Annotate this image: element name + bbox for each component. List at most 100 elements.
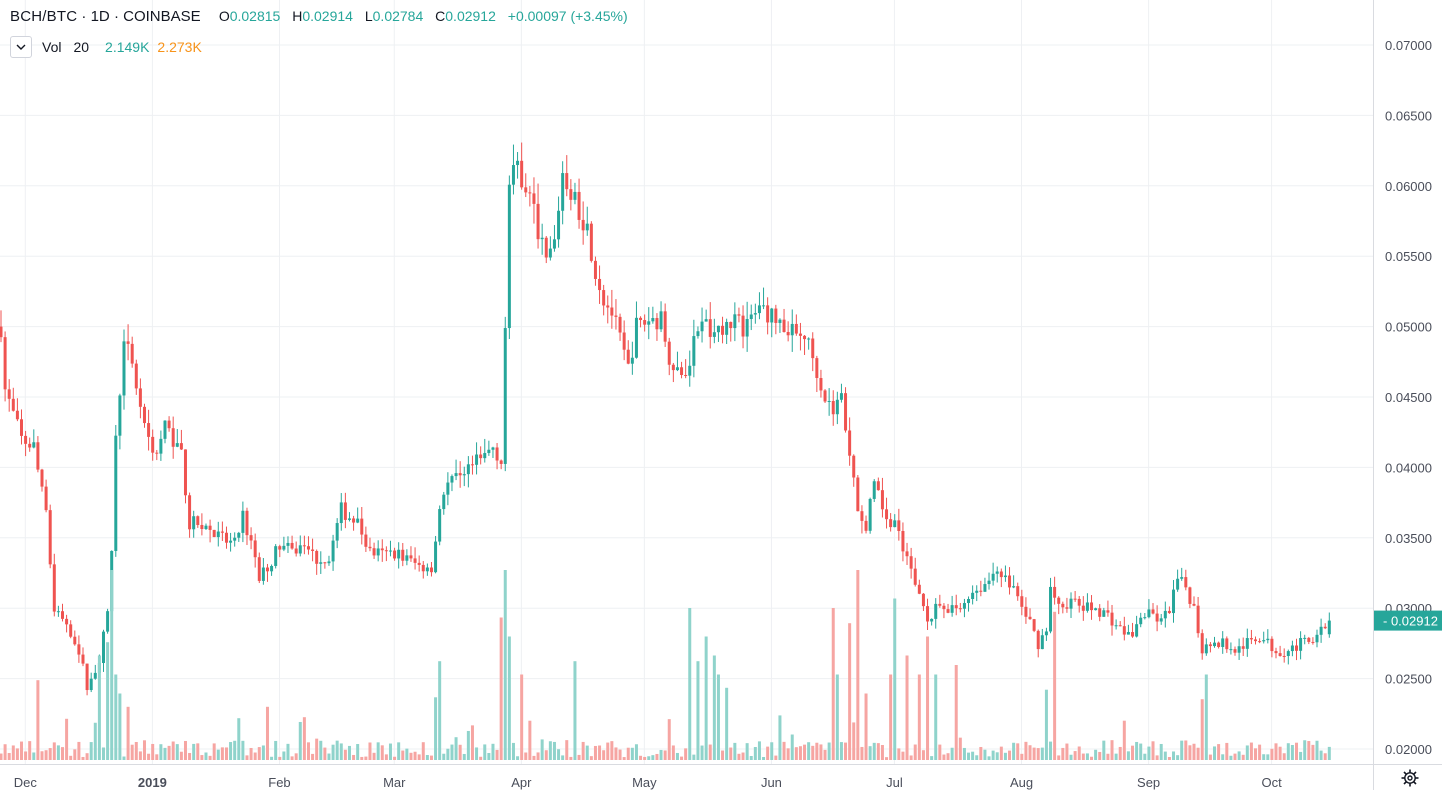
volume-bar	[110, 570, 114, 760]
volume-indicator-name[interactable]: Vol	[42, 39, 62, 55]
volume-bar	[294, 753, 298, 760]
candle-body	[409, 555, 413, 559]
volume-bar	[639, 755, 643, 760]
candle-body	[147, 423, 151, 437]
volume-bar	[749, 755, 753, 760]
volume-bar	[839, 742, 843, 760]
volume-bar	[204, 752, 208, 760]
chart-settings-button[interactable]	[1400, 768, 1420, 788]
volume-bar	[618, 749, 622, 760]
volume-bar	[44, 750, 48, 760]
candle-body	[913, 568, 917, 585]
candle-body	[372, 548, 376, 556]
candle-body	[118, 395, 122, 436]
symbol-name[interactable]: BCH/BTC	[10, 8, 78, 25]
volume-bar	[196, 743, 200, 760]
volume-bar	[856, 570, 860, 760]
volume-bar	[630, 747, 634, 760]
candle-body	[794, 323, 798, 334]
time-tick-label: Sep	[1137, 775, 1160, 790]
volume-bar	[142, 740, 146, 760]
volume-bar	[634, 744, 638, 760]
interval-label[interactable]: 1D	[90, 8, 110, 25]
volume-bar	[913, 744, 917, 760]
candle-body	[909, 556, 913, 569]
candle-body	[1290, 645, 1294, 652]
volume-bar	[101, 747, 105, 760]
volume-bar	[1069, 754, 1073, 760]
candle-body	[401, 549, 405, 561]
candle-body	[606, 305, 610, 308]
candle-body	[540, 237, 544, 240]
volume-bar	[56, 745, 60, 760]
price-tick-label: 0.02000	[1385, 742, 1432, 757]
candle-body	[930, 618, 934, 622]
volume-bar	[995, 752, 999, 760]
candle-body	[1032, 619, 1036, 631]
volume-bar	[1249, 742, 1253, 760]
volume-bar	[1274, 743, 1278, 760]
volume-bar	[442, 753, 446, 760]
volume-bar	[73, 749, 77, 760]
volume-bar	[561, 755, 565, 760]
volume-bar	[1323, 753, 1327, 760]
candle-body	[1151, 609, 1155, 614]
candle-body	[708, 319, 712, 337]
volume-bar	[0, 753, 3, 760]
time-tick-label: Mar	[383, 775, 406, 790]
candle-body	[1278, 653, 1282, 656]
candle-body	[1036, 630, 1040, 650]
candle-body	[1315, 634, 1319, 643]
candle-body	[774, 308, 778, 323]
candle-body	[1090, 602, 1094, 611]
candle-body	[741, 315, 745, 337]
candle-body	[1028, 616, 1032, 620]
volume-bar	[827, 742, 831, 760]
candle-body	[1208, 644, 1212, 647]
candle-body	[848, 430, 852, 456]
candle-body	[659, 311, 663, 330]
candle-body	[700, 321, 704, 332]
candle-body	[1098, 608, 1102, 617]
candle-body	[536, 203, 540, 240]
collapse-legend-button[interactable]	[10, 36, 32, 58]
volume-bar	[770, 742, 774, 760]
candle-body	[942, 605, 946, 610]
candle-body	[905, 551, 909, 557]
volume-bar	[1237, 751, 1241, 760]
volume-bar	[257, 747, 261, 760]
price-tick-label: 0.06500	[1385, 108, 1432, 123]
candle-body	[40, 469, 44, 487]
volume-bar	[1303, 740, 1307, 760]
candle-body	[466, 464, 470, 475]
volume-bar	[360, 756, 364, 760]
volume-bar	[934, 674, 938, 760]
volume-bar	[762, 756, 766, 760]
candle-body	[233, 537, 237, 541]
candle-body	[807, 338, 811, 340]
candle-body	[757, 305, 761, 314]
volume-bar	[983, 749, 987, 760]
volume-bar	[319, 740, 323, 760]
volume-bar	[688, 608, 692, 760]
candle-body	[565, 173, 569, 190]
volume-bar	[741, 752, 745, 760]
candle-body	[380, 548, 384, 551]
volume-bar	[171, 741, 175, 760]
volume-bar	[991, 750, 995, 760]
volume-bar	[565, 740, 569, 760]
candle-body	[24, 435, 28, 444]
volume-bar	[1184, 740, 1188, 760]
candle-body	[479, 454, 483, 459]
volume-bar	[11, 745, 15, 760]
volume-bar	[15, 748, 19, 760]
volume-bar	[438, 661, 442, 760]
time-tick-label: May	[632, 775, 657, 790]
volume-bar	[782, 741, 786, 760]
candle-body	[1213, 642, 1217, 647]
volume-bar	[573, 661, 577, 760]
volume-bar	[24, 751, 28, 760]
candle-body	[1061, 603, 1065, 608]
candle-body	[1196, 605, 1200, 634]
